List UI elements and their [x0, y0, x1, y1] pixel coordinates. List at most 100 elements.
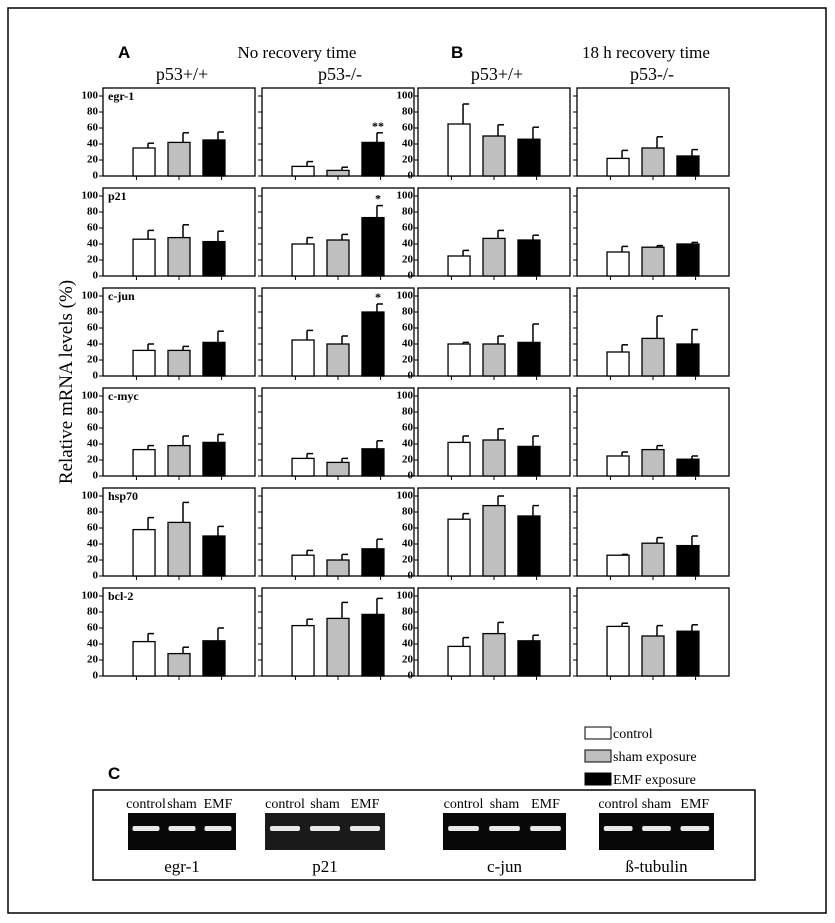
y-tick-label: 60: [402, 422, 414, 434]
bar: [326, 617, 350, 677]
y-tick-label: 40: [87, 438, 99, 450]
bar: [291, 624, 315, 677]
bar: [447, 343, 471, 377]
bar: [641, 337, 665, 377]
gel-image: [128, 813, 236, 850]
y-tick-label: 0: [93, 570, 99, 582]
bar: [167, 652, 191, 677]
lane-label: sham: [310, 797, 340, 812]
y-tick-label: 60: [87, 122, 99, 134]
gel-band: [168, 826, 196, 831]
gel-band: [680, 826, 710, 831]
y-tick-label: 0: [408, 470, 414, 482]
gel-image: [265, 813, 385, 850]
bar: [676, 155, 700, 177]
bar: [202, 240, 226, 277]
bar: [482, 504, 506, 577]
y-tick-label: 20: [87, 254, 99, 266]
bar: [132, 238, 156, 277]
y-tick-label: 60: [87, 522, 99, 534]
y-tick-label: 40: [87, 238, 99, 250]
bar: [482, 439, 506, 477]
panel-title: No recovery time: [238, 43, 357, 62]
bar: [676, 630, 700, 677]
lane-label: sham: [642, 797, 672, 812]
y-tick-label: 0: [408, 570, 414, 582]
bar: [167, 521, 191, 577]
panel-title: 18 h recovery time: [582, 43, 710, 62]
panel-label: A: [118, 43, 130, 62]
gene-label: p21: [108, 189, 127, 203]
y-tick-label: 40: [87, 338, 99, 350]
bar: [291, 554, 315, 577]
bar: [447, 518, 471, 577]
y-tick-label: 20: [402, 254, 414, 266]
y-tick-label: 80: [402, 506, 414, 518]
bar: [326, 461, 350, 477]
y-tick-label: 100: [397, 590, 414, 602]
y-tick-label: 0: [93, 370, 99, 382]
gel-band: [603, 826, 633, 831]
bar: [132, 349, 156, 377]
bar: [676, 544, 700, 577]
y-tick-label: 100: [82, 190, 99, 202]
y-tick-label: 60: [87, 422, 99, 434]
bar: [291, 457, 315, 477]
bar: [291, 243, 315, 277]
gene-label: egr-1: [108, 89, 134, 103]
bar: [641, 635, 665, 677]
y-tick-label: 100: [82, 590, 99, 602]
legend-swatch: [584, 772, 612, 786]
y-tick-label: 60: [87, 222, 99, 234]
lane-label: EMF: [531, 797, 560, 812]
bar: [291, 339, 315, 377]
bar: [361, 613, 385, 677]
bar: [517, 515, 541, 577]
gene-label: bcl-2: [108, 589, 133, 603]
bar: [291, 165, 315, 177]
gel-label: p21: [312, 857, 338, 876]
gel-panel-border: [92, 789, 756, 881]
column-header: p53-/-: [318, 64, 362, 84]
gel-label: c-jun: [487, 857, 522, 876]
bar: [167, 349, 191, 377]
lane-label: sham: [167, 797, 197, 812]
bar: [606, 157, 630, 177]
y-tick-label: 60: [402, 622, 414, 634]
y-tick-label: 100: [82, 90, 99, 102]
y-tick-label: 80: [87, 206, 99, 218]
gel-label: egr-1: [164, 857, 200, 876]
bar: [641, 246, 665, 277]
bar: [482, 237, 506, 277]
lane-label: control: [126, 797, 166, 812]
bar: [517, 138, 541, 177]
y-tick-label: 100: [397, 290, 414, 302]
lane-label: sham: [490, 797, 520, 812]
gene-label: c-jun: [108, 289, 135, 303]
bar: [606, 625, 630, 677]
y-tick-label: 80: [87, 306, 99, 318]
y-tick-label: 40: [402, 238, 414, 250]
bar: [641, 448, 665, 477]
bar: [361, 311, 385, 377]
lane-label: control: [265, 797, 305, 812]
panel-label: B: [451, 43, 463, 62]
bar: [517, 445, 541, 477]
gel-band: [270, 826, 300, 831]
y-tick-label: 100: [82, 390, 99, 402]
legend-label: control: [613, 727, 653, 742]
legend-swatch: [584, 749, 612, 763]
bar: [641, 147, 665, 177]
gene-label: c-myc: [108, 389, 139, 403]
bar: [676, 343, 700, 377]
gel-band: [132, 826, 160, 831]
y-tick-label: 80: [402, 106, 414, 118]
y-tick-label: 80: [87, 506, 99, 518]
y-tick-label: 0: [408, 270, 414, 282]
bar: [482, 632, 506, 677]
bar: [167, 444, 191, 477]
bar: [167, 141, 191, 177]
y-tick-label: 20: [402, 154, 414, 166]
y-tick-label: 60: [402, 322, 414, 334]
y-tick-label: 0: [408, 370, 414, 382]
